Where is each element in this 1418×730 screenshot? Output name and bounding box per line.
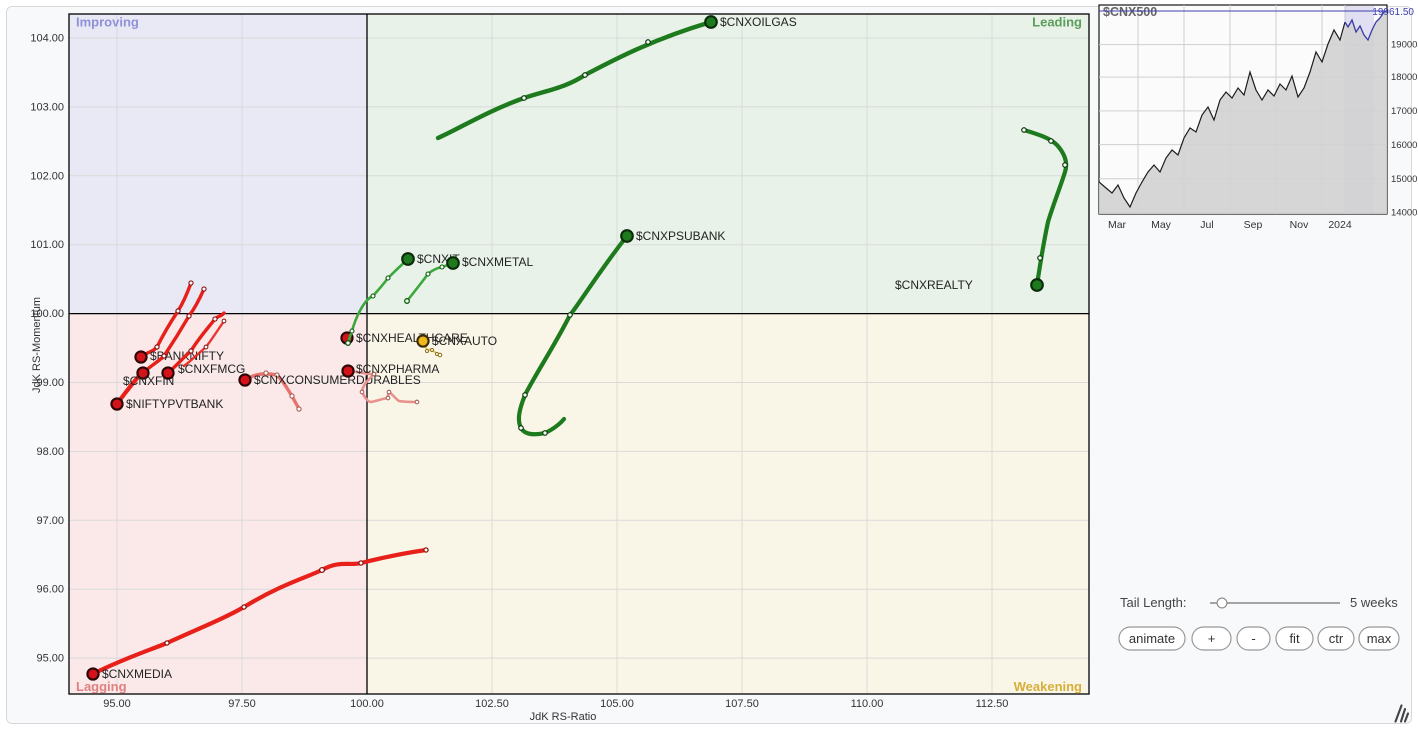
- svg-text:+: +: [1208, 631, 1216, 646]
- svg-text:14000: 14000: [1391, 208, 1417, 219]
- svg-text:$CNXAUTO: $CNXAUTO: [432, 334, 497, 348]
- svg-text:Mar: Mar: [1108, 219, 1127, 231]
- svg-text:Improving: Improving: [76, 15, 139, 30]
- svg-text:15000: 15000: [1391, 174, 1417, 185]
- svg-text:96.00: 96.00: [36, 584, 64, 596]
- svg-text:102.00: 102.00: [30, 170, 64, 182]
- svg-text:102.50: 102.50: [475, 698, 509, 710]
- svg-text:Weakening: Weakening: [1014, 679, 1082, 694]
- svg-text:JdK RS-Ratio: JdK RS-Ratio: [530, 711, 597, 723]
- svg-text:104.00: 104.00: [30, 33, 64, 45]
- svg-text:$CNXPHARMA: $CNXPHARMA: [356, 362, 439, 376]
- svg-text:$NIFTYPVTBANK: $NIFTYPVTBANK: [126, 397, 223, 411]
- svg-text:98.00: 98.00: [36, 446, 64, 458]
- svg-text:5 weeks: 5 weeks: [1350, 595, 1398, 610]
- svg-text:$CNXMEDIA: $CNXMEDIA: [102, 667, 172, 681]
- svg-text:max: max: [1367, 631, 1392, 646]
- svg-text:18000: 18000: [1391, 72, 1417, 83]
- svg-text:110.00: 110.00: [851, 698, 884, 710]
- svg-text:95.00: 95.00: [103, 698, 131, 710]
- svg-text:Sep: Sep: [1244, 219, 1263, 231]
- svg-text:Leading: Leading: [1032, 15, 1082, 30]
- svg-text:Lagging: Lagging: [76, 679, 127, 694]
- svg-text:$CNX500: $CNX500: [1103, 5, 1157, 19]
- svg-text:16000: 16000: [1391, 140, 1417, 151]
- svg-text:fit: fit: [1289, 631, 1300, 646]
- svg-text:101.00: 101.00: [30, 239, 64, 251]
- svg-text:112.50: 112.50: [976, 698, 1009, 710]
- svg-text:$CNXMETAL: $CNXMETAL: [462, 255, 533, 269]
- svg-text:JdK RS-Momentum: JdK RS-Momentum: [31, 297, 43, 393]
- svg-text:97.00: 97.00: [36, 515, 64, 527]
- svg-text:103.00: 103.00: [30, 101, 64, 113]
- svg-text:17000: 17000: [1391, 106, 1417, 117]
- svg-text:Tail Length:: Tail Length:: [1120, 595, 1187, 610]
- svg-text:Nov: Nov: [1290, 219, 1309, 231]
- svg-text:ctr: ctr: [1329, 631, 1344, 646]
- svg-text:2024: 2024: [1328, 219, 1352, 231]
- svg-text:100.00: 100.00: [350, 698, 384, 710]
- svg-text:105.00: 105.00: [600, 698, 634, 710]
- svg-text:May: May: [1151, 219, 1172, 231]
- svg-text:19000: 19000: [1391, 40, 1417, 51]
- svg-text:animate: animate: [1129, 631, 1175, 646]
- svg-text:$CNXOILGAS: $CNXOILGAS: [720, 15, 797, 29]
- svg-text:97.50: 97.50: [228, 698, 256, 710]
- svg-text:Jul: Jul: [1200, 219, 1213, 231]
- svg-text:$CNXREALTY: $CNXREALTY: [895, 278, 973, 292]
- svg-text:-: -: [1251, 631, 1255, 646]
- svg-text:$CNXPSUBANK: $CNXPSUBANK: [636, 229, 725, 243]
- svg-text:107.50: 107.50: [725, 698, 759, 710]
- svg-text:19961.50: 19961.50: [1372, 7, 1414, 18]
- svg-text:95.00: 95.00: [36, 653, 64, 665]
